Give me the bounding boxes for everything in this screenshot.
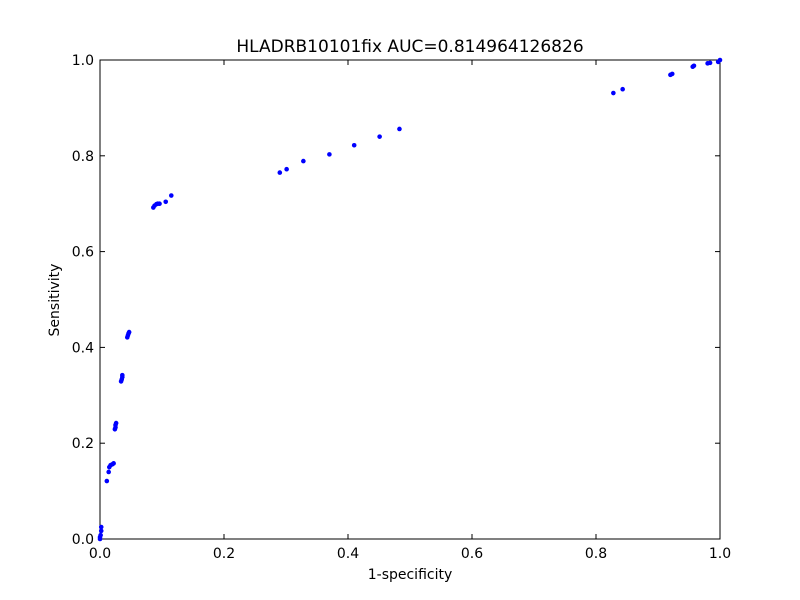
data-point <box>620 86 625 92</box>
x-axis-title: 1-specificity <box>368 567 453 583</box>
chart-title: HLADRB10101fix AUC=0.814964126826 <box>236 37 583 57</box>
data-point <box>351 142 357 148</box>
data-point <box>327 152 332 157</box>
data-point <box>111 461 116 466</box>
data-point <box>707 60 713 66</box>
data-point <box>669 71 675 77</box>
data-point <box>717 57 723 63</box>
x-tick-label: 0.0 <box>89 546 111 562</box>
data-point <box>284 166 289 172</box>
y-tick-label: 0.8 <box>72 149 94 165</box>
data-point <box>169 193 174 198</box>
data-point <box>106 469 111 475</box>
x-tick-label: 0.2 <box>213 546 235 562</box>
x-tick-label: 1.0 <box>709 546 731 562</box>
data-point <box>163 199 169 205</box>
data-point <box>611 90 616 96</box>
data-point <box>691 63 697 69</box>
x-tick-label: 0.6 <box>461 546 483 562</box>
data-point <box>120 372 125 378</box>
y-tick-label: 0.4 <box>72 340 94 356</box>
y-axis-title: Sensitivity <box>47 264 63 337</box>
data-point <box>98 524 104 530</box>
data-point <box>277 170 283 175</box>
data-point <box>126 329 132 335</box>
y-tick-label: 0.2 <box>72 436 94 452</box>
x-tick-label: 0.4 <box>337 546 359 562</box>
data-point <box>104 478 110 484</box>
data-point <box>98 528 104 534</box>
y-tick-label: 1.0 <box>72 53 94 69</box>
x-tick-label: 0.8 <box>585 546 607 562</box>
data-point <box>301 158 306 164</box>
data-point <box>397 126 402 132</box>
y-axis-ticks: 0.0 0.2 0.4 0.6 0.8 1.0 <box>72 53 720 548</box>
data-points <box>97 57 723 542</box>
data-point <box>157 201 162 206</box>
y-tick-label: 0.6 <box>72 245 94 261</box>
data-point <box>113 420 119 426</box>
data-point <box>377 134 382 139</box>
data-point <box>98 532 103 538</box>
x-axis-ticks: 0.0 0.2 0.4 0.6 0.8 1.0 <box>89 60 731 562</box>
plot-frame <box>99 59 721 540</box>
y-tick-label: 0.0 <box>72 532 94 548</box>
